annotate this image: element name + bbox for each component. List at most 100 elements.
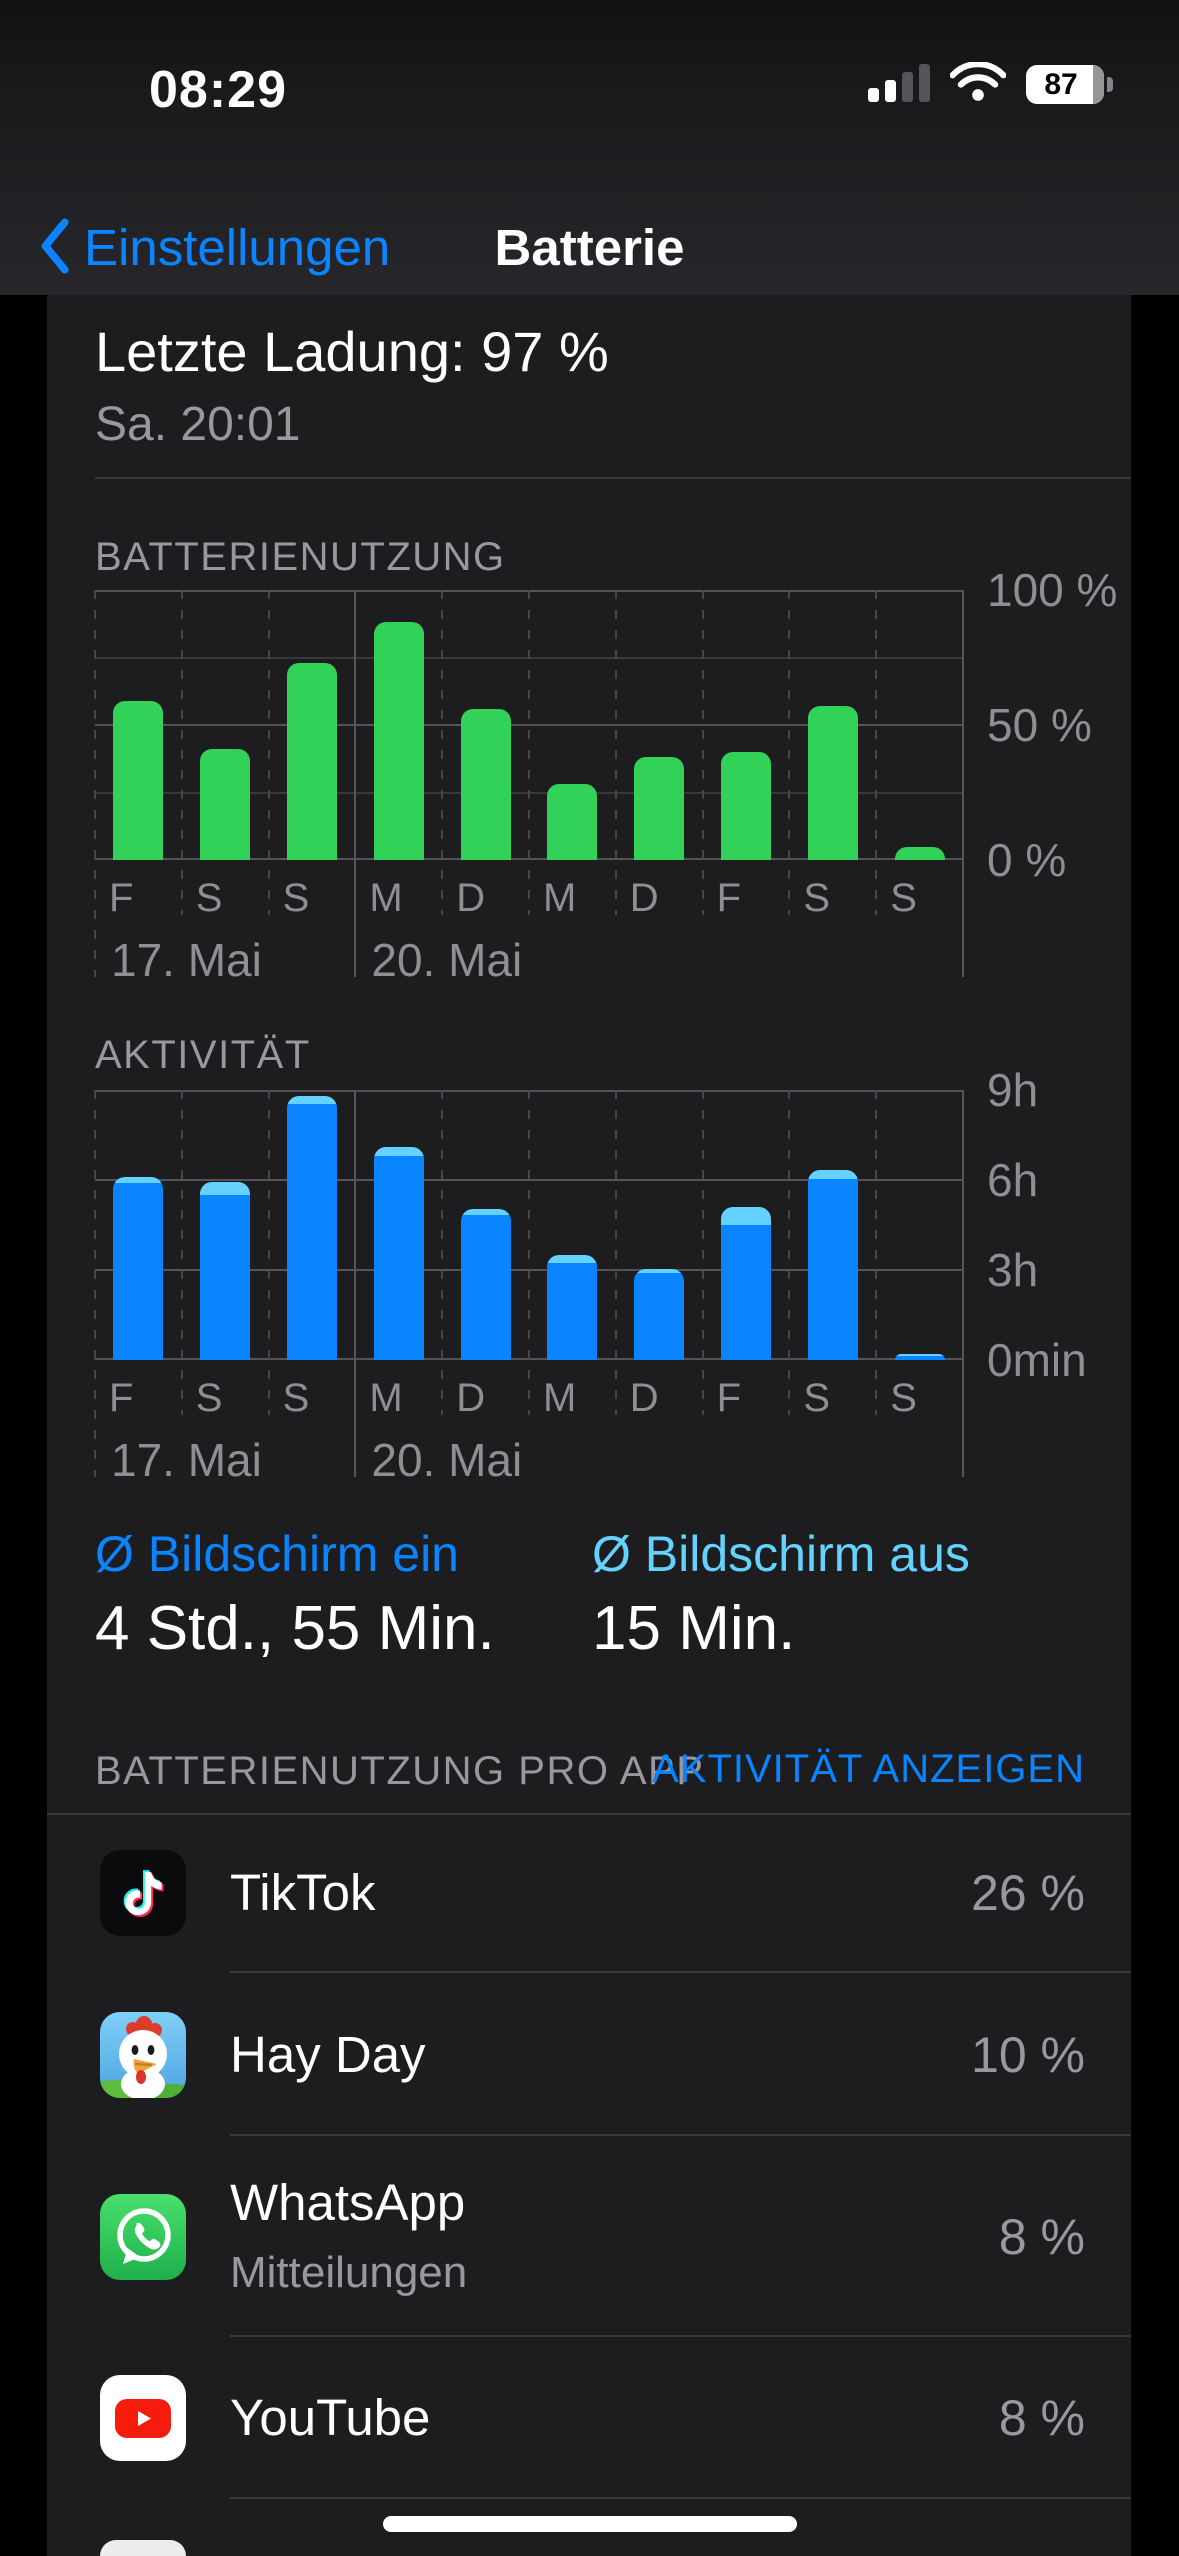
- bar-m-5[interactable]: [547, 784, 598, 860]
- chart-plot[interactable]: 9h 6h 3h 0min F S S M D M D F S S 17. Mai 20. Mai: [94, 1064, 1087, 1486]
- screen-off-value: 15 Min.: [592, 1594, 796, 1663]
- day-label: D: [629, 876, 659, 920]
- bar-segment-screen-off: [634, 1268, 685, 1273]
- header: 08:29 87: [0, 0, 1179, 295]
- day-label: M: [543, 876, 577, 920]
- youtube-icon: [100, 2375, 186, 2461]
- grid-vline: [94, 1090, 96, 1477]
- bar-segment-screen-off: [200, 1181, 251, 1195]
- y-axis-label: 6h: [987, 1154, 1039, 1206]
- bar-segment: [807, 706, 858, 860]
- row-separator: [230, 2335, 1131, 2337]
- grid-vline: [267, 590, 270, 915]
- tiktok-icon: [100, 1850, 186, 1936]
- bar-segment: [547, 1262, 598, 1360]
- app-battery-percent: 8 %: [998, 2208, 1085, 2265]
- bar-s-8[interactable]: [807, 706, 858, 860]
- bar-f-0[interactable]: [113, 700, 164, 860]
- bar-segment: [200, 749, 251, 860]
- bar-segment: [113, 700, 164, 860]
- day-label: D: [456, 1376, 486, 1420]
- bar-s-9[interactable]: [894, 846, 945, 860]
- bar-m-5[interactable]: [547, 1255, 598, 1360]
- bar-s-2[interactable]: [287, 1096, 337, 1360]
- bar-m-3[interactable]: [373, 1147, 424, 1360]
- day-label: M: [369, 876, 403, 920]
- grid-vline: [94, 590, 96, 977]
- bar-s-2[interactable]: [287, 662, 337, 860]
- day-label: D: [456, 876, 486, 920]
- screen-on-label: Ø Bildschirm ein: [95, 1526, 459, 1582]
- day-label: D: [629, 1376, 659, 1420]
- chart-plot[interactable]: 100 % 50 % 0 % F S S M D M D F S S 17. Mai 20. Mai: [94, 564, 1117, 986]
- bar-s-1[interactable]: [200, 749, 251, 860]
- show-activity-button[interactable]: AKTIVITÄT ANZEIGEN: [652, 1747, 1085, 1791]
- bar-s-8[interactable]: [807, 1169, 858, 1360]
- day-label: S: [890, 1376, 917, 1420]
- hayday-icon: [100, 2011, 186, 2098]
- activity-chart-title: AKTIVITÄT: [95, 1033, 311, 1077]
- last-charge-subtitle: Sa. 20:01: [95, 398, 301, 451]
- bar-segment: [287, 1103, 337, 1360]
- day-label: S: [803, 1376, 831, 1420]
- grid-vline: [441, 590, 444, 915]
- grid-vline: [614, 1090, 617, 1415]
- bar-segment: [634, 757, 685, 860]
- content-panel: Letzte Ladung: 97 % Sa. 20:01 BATTERIENU…: [47, 295, 1131, 2556]
- bar-segment: [373, 622, 424, 860]
- activity-chart[interactable]: 9h 6h 3h 0min F S S M D M D F S S 17. Mai 20. Mai: [94, 1064, 1131, 1550]
- app-row-whatsapp[interactable]: WhatsApp Mitteilungen 8 %: [47, 2136, 1131, 2337]
- app-name: YouTube: [230, 2389, 431, 2446]
- grid-vline: [788, 1090, 791, 1415]
- app-row-youtube[interactable]: YouTube 8 %: [47, 2337, 1131, 2499]
- bar-f-7[interactable]: [721, 752, 771, 860]
- app-name: TikTok: [230, 1864, 376, 1921]
- home-indicator[interactable]: [383, 2516, 797, 2532]
- bar-s-1[interactable]: [200, 1181, 251, 1360]
- back-button[interactable]: Einstellungen: [38, 200, 390, 295]
- bar-d-4[interactable]: [460, 1209, 511, 1360]
- bar-d-4[interactable]: [460, 708, 511, 860]
- grid-vline: [528, 590, 530, 915]
- bar-d-6[interactable]: [634, 757, 685, 860]
- grid-vline: [180, 590, 183, 915]
- app-row-tiktok[interactable]: TikTok 26 %: [47, 1813, 1131, 1973]
- battery-usage-chart-title: BATTERIENUTZUNG: [95, 535, 506, 579]
- bar-f-7[interactable]: [721, 1207, 771, 1360]
- bar-segment: [200, 1195, 251, 1360]
- y-axis-label: 100 %: [987, 564, 1118, 616]
- bar-segment-screen-off: [547, 1255, 598, 1263]
- chevron-left-icon: [38, 218, 70, 277]
- date-label: 20. Mai: [371, 1434, 523, 1486]
- battery-percent: 87: [1044, 67, 1078, 101]
- battery-icon: 87: [1026, 65, 1113, 104]
- grid-vline: [180, 1090, 183, 1415]
- list-top-separator: [47, 1813, 1131, 1815]
- battery-usage-chart[interactable]: 100 % 50 % 0 % F S S M D M D F S S 17. Mai 20. Mai: [94, 564, 1131, 1050]
- apps-section-header: BATTERIENUTZUNG PRO APP: [95, 1749, 705, 1793]
- app-row-hay-day[interactable]: Hay Day 10 %: [47, 1973, 1131, 2136]
- day-label: S: [803, 876, 831, 920]
- bar-segment-screen-off: [721, 1207, 771, 1225]
- bar-segment-screen-off: [113, 1177, 164, 1183]
- app-subtitle: Mitteilungen: [230, 2247, 468, 2297]
- bar-segment-screen-off: [894, 1354, 945, 1356]
- bar-segment-screen-off: [460, 1209, 511, 1215]
- day-label: F: [716, 876, 742, 920]
- y-axis-label: 9h: [987, 1064, 1039, 1116]
- bar-segment: [373, 1156, 424, 1360]
- app-battery-percent: 8 %: [998, 2390, 1085, 2446]
- day-label: S: [195, 876, 223, 920]
- day-label: F: [716, 1376, 742, 1420]
- bar-d-6[interactable]: [634, 1268, 685, 1360]
- row-separator: [230, 2497, 1131, 2499]
- bar-segment: [460, 1214, 511, 1360]
- bar-f-0[interactable]: [113, 1177, 164, 1360]
- day-label: M: [369, 1376, 403, 1420]
- bar-s-9[interactable]: [894, 1354, 945, 1360]
- date-label: 20. Mai: [371, 934, 523, 986]
- bar-m-3[interactable]: [373, 622, 424, 860]
- bar-segment: [460, 708, 511, 860]
- day-label: F: [109, 876, 134, 920]
